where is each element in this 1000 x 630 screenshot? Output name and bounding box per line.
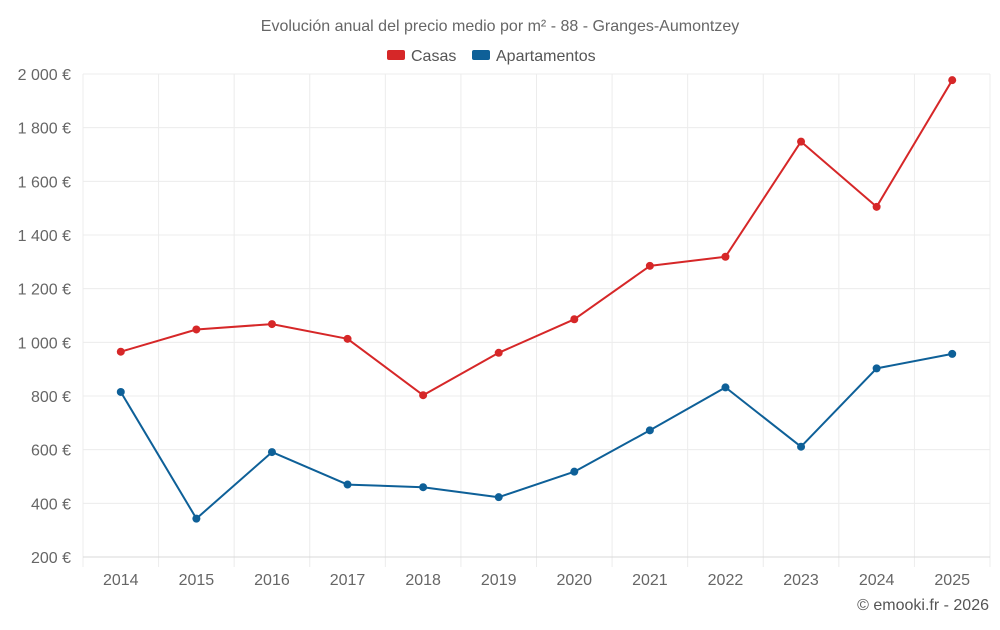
- legend: Casas Apartamentos: [387, 48, 596, 65]
- x-tick-label-2017: 2017: [330, 572, 366, 589]
- y-tick-label-800: 800 €: [31, 389, 71, 406]
- point-apartamentos-2022[interactable]: [721, 383, 730, 392]
- point-casas-2023[interactable]: [797, 137, 806, 146]
- point-apartamentos-2015[interactable]: [192, 514, 201, 523]
- legend-item-apartamentos[interactable]: Apartamentos: [472, 48, 596, 65]
- y-tick-label-1400: 1 400 €: [18, 228, 71, 245]
- y-tick-label-1200: 1 200 €: [18, 282, 71, 299]
- point-apartamentos-2016[interactable]: [267, 448, 276, 457]
- series-casas: [116, 76, 957, 400]
- y-tick-label-1800: 1 800 €: [18, 121, 71, 138]
- x-tick-label-2015: 2015: [179, 572, 215, 589]
- point-apartamentos-2025[interactable]: [948, 349, 957, 358]
- legend-swatch-apartamentos: [472, 50, 490, 60]
- x-grid: [82, 74, 991, 567]
- point-casas-2014[interactable]: [116, 347, 125, 356]
- series-layer: [116, 76, 957, 523]
- chart-title: Evolución anual del precio medio por m² …: [261, 18, 739, 35]
- point-casas-2024[interactable]: [872, 202, 881, 211]
- y-tick-label-200: 200 €: [31, 550, 71, 567]
- x-tick-label-2023: 2023: [783, 572, 819, 589]
- x-tick-label-2016: 2016: [254, 572, 290, 589]
- legend-swatch-casas: [387, 50, 405, 60]
- point-casas-2021[interactable]: [645, 261, 654, 270]
- y-tick-label-600: 600 €: [31, 443, 71, 460]
- x-tick-label-2018: 2018: [405, 572, 441, 589]
- series-line-apartamentos: [119, 352, 954, 520]
- point-apartamentos-2024[interactable]: [872, 364, 881, 373]
- point-apartamentos-2017[interactable]: [343, 480, 352, 489]
- y-tick-label-1600: 1 600 €: [18, 174, 71, 191]
- x-axis-ticks: 2014 2015 2016 2017 2018 2019 2020 2021 2022 2023…: [103, 572, 970, 589]
- series-apartamentos: [116, 349, 957, 523]
- legend-label-casas: Casas: [411, 48, 456, 65]
- x-tick-label-2025: 2025: [934, 572, 970, 589]
- point-casas-2015[interactable]: [192, 325, 201, 334]
- x-tick-label-2020: 2020: [556, 572, 592, 589]
- legend-label-apartamentos: Apartamentos: [496, 48, 596, 65]
- credit-text: © emooki.fr - 2026: [857, 597, 989, 614]
- legend-item-casas[interactable]: Casas: [387, 48, 456, 65]
- y-tick-label-2000: 2 000 €: [18, 67, 71, 84]
- x-tick-label-2024: 2024: [859, 572, 895, 589]
- point-apartamentos-2018[interactable]: [419, 483, 428, 492]
- series-line-casas: [119, 79, 954, 397]
- x-tick-label-2022: 2022: [708, 572, 744, 589]
- point-apartamentos-2020[interactable]: [570, 467, 579, 476]
- point-apartamentos-2023[interactable]: [797, 442, 806, 451]
- point-casas-2019[interactable]: [494, 348, 503, 357]
- x-tick-label-2014: 2014: [103, 572, 139, 589]
- x-tick-label-2021: 2021: [632, 572, 668, 589]
- point-casas-2025[interactable]: [948, 76, 957, 85]
- point-apartamentos-2014[interactable]: [116, 387, 125, 396]
- point-casas-2022[interactable]: [721, 252, 730, 261]
- y-tick-label-1000: 1 000 €: [18, 335, 71, 352]
- point-casas-2020[interactable]: [570, 315, 579, 324]
- y-tick-label-400: 400 €: [31, 496, 71, 513]
- point-apartamentos-2019[interactable]: [494, 493, 503, 502]
- point-casas-2017[interactable]: [343, 334, 352, 343]
- point-casas-2018[interactable]: [419, 391, 428, 400]
- x-tick-label-2019: 2019: [481, 572, 517, 589]
- point-apartamentos-2021[interactable]: [645, 426, 654, 435]
- y-axis-ticks: 200 € 400 € 600 € 800 € 1 000 € 1 200 € 1 400 …: [18, 67, 71, 567]
- point-casas-2016[interactable]: [267, 320, 276, 329]
